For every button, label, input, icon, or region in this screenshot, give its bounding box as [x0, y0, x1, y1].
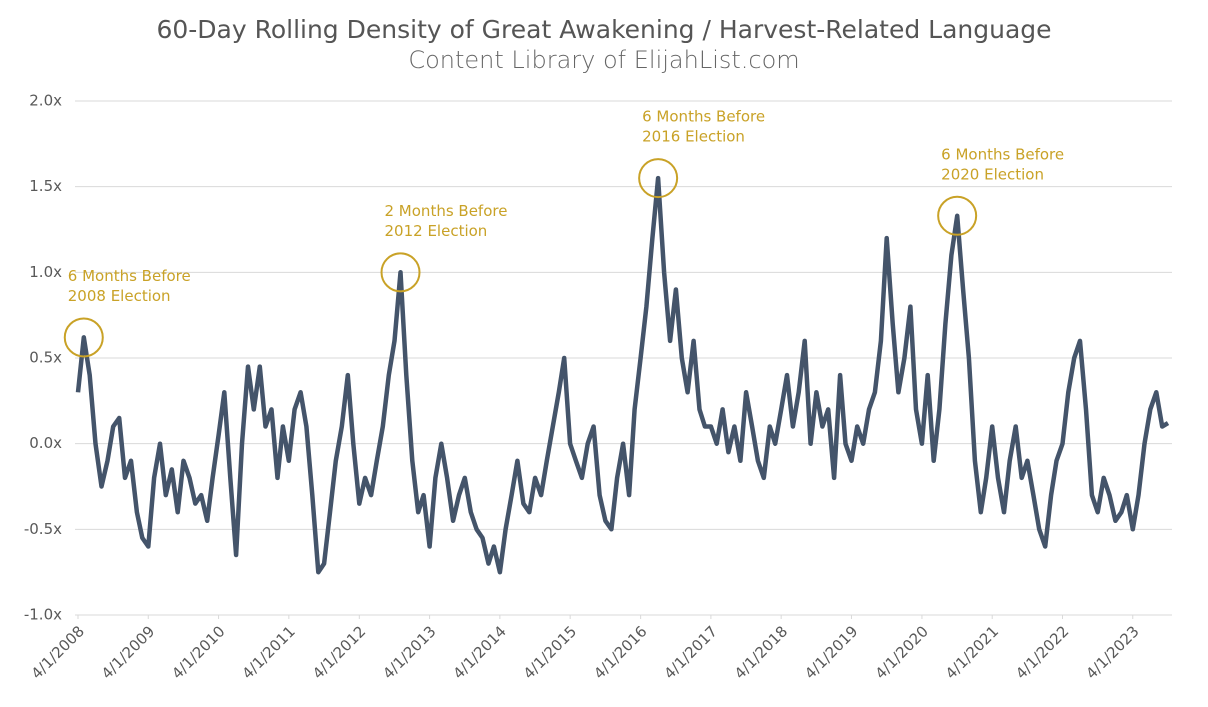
annotation-text: 2012 Election: [385, 222, 488, 240]
x-tick-label: 4/1/2010: [168, 622, 228, 682]
x-tick-label: 4/1/2009: [98, 622, 158, 682]
annotation-text: 6 Months Before: [642, 108, 765, 126]
x-tick-label: 4/1/2016: [590, 622, 650, 682]
chart-subtitle: Content Library of ElijahList.com: [408, 46, 799, 74]
chart-title: 60-Day Rolling Density of Great Awakenin…: [156, 15, 1051, 44]
y-tick-label: 1.0x: [29, 263, 62, 281]
annotation-text: 6 Months Before: [68, 267, 191, 285]
x-tick-label: 4/1/2023: [1082, 622, 1142, 682]
annotation-circle: [638, 158, 679, 199]
annotation-text: 2020 Election: [941, 165, 1044, 183]
annotation-circle: [937, 195, 978, 236]
annotation-circle: [63, 317, 104, 358]
x-tick-label: 4/1/2011: [238, 622, 298, 682]
annotation-text: 2008 Election: [68, 287, 171, 305]
y-tick-label: 2.0x: [29, 92, 62, 110]
x-tick-label: 4/1/2018: [731, 622, 791, 682]
x-tick-label: 4/1/2019: [801, 622, 861, 682]
y-tick-label: -0.5x: [24, 520, 62, 538]
x-tick-label: 4/1/2017: [661, 622, 721, 682]
annotation-text: 2 Months Before: [385, 202, 508, 220]
x-tick-label: 4/1/2012: [309, 622, 369, 682]
x-tick-label: 4/1/2020: [872, 622, 932, 682]
x-tick-label: 4/1/2008: [28, 622, 88, 682]
y-tick-label: -1.0x: [24, 606, 62, 624]
annotation-text: 2016 Election: [642, 128, 745, 146]
x-tick-label: 4/1/2021: [942, 622, 1002, 682]
annotation-circle: [380, 252, 421, 293]
x-tick-label: 4/1/2013: [379, 622, 439, 682]
x-tick-label: 4/1/2015: [520, 622, 580, 682]
x-tick-label: 4/1/2022: [1012, 622, 1072, 682]
y-tick-label: 0.0x: [29, 434, 62, 452]
y-tick-label: 0.5x: [29, 349, 62, 367]
x-tick-label: 4/1/2014: [450, 622, 510, 682]
annotation-text: 6 Months Before: [941, 145, 1064, 163]
data-line: [75, 175, 1170, 575]
y-tick-label: 1.5x: [29, 177, 62, 195]
